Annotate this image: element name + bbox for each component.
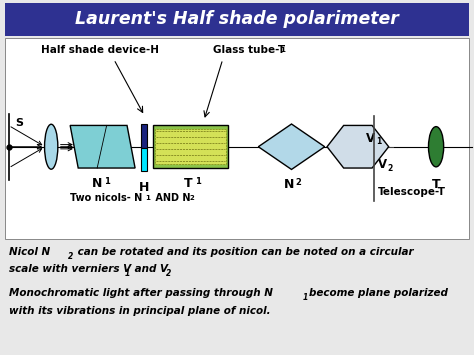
Text: can be rotated and its position can be noted on a circular: can be rotated and its position can be n… (74, 247, 414, 257)
Text: and V: and V (131, 264, 168, 274)
Text: with its vibrations in principal plane of nicol.: with its vibrations in principal plane o… (9, 306, 270, 316)
Ellipse shape (45, 124, 58, 169)
Text: T: T (432, 179, 440, 191)
Text: T: T (184, 178, 192, 191)
Polygon shape (70, 125, 135, 168)
Bar (141, 148, 147, 171)
Text: Glass tube-T: Glass tube-T (213, 45, 285, 55)
Text: 1: 1 (280, 47, 285, 53)
Bar (155, 129, 226, 164)
Polygon shape (258, 124, 325, 169)
Ellipse shape (428, 127, 444, 167)
Text: Monochromatic light after passing through N: Monochromatic light after passing throug… (9, 289, 273, 299)
Text: V: V (378, 158, 387, 171)
Text: 2: 2 (68, 252, 73, 261)
Text: become plane polarized: become plane polarized (309, 289, 448, 299)
Text: 1: 1 (145, 195, 150, 201)
Text: Two nicols- N: Two nicols- N (70, 193, 142, 203)
Bar (141, 124, 147, 148)
Text: 1: 1 (302, 293, 308, 302)
FancyBboxPatch shape (5, 38, 469, 239)
Text: 2: 2 (190, 195, 194, 201)
Text: 1: 1 (195, 178, 201, 186)
FancyBboxPatch shape (5, 3, 469, 36)
Text: 1: 1 (124, 269, 129, 278)
Text: Half shade device-H: Half shade device-H (41, 45, 158, 55)
Text: V: V (366, 132, 375, 145)
Text: scale with verniers V: scale with verniers V (9, 264, 131, 274)
Text: Nicol N: Nicol N (9, 247, 50, 257)
Text: AND N: AND N (152, 193, 190, 203)
Text: 1: 1 (104, 178, 109, 186)
Polygon shape (327, 125, 389, 168)
Text: S: S (15, 118, 23, 128)
Text: 2: 2 (296, 179, 301, 187)
Text: Laurent's Half shade polarimeter: Laurent's Half shade polarimeter (75, 10, 399, 28)
Text: H: H (139, 181, 149, 194)
Text: 2: 2 (166, 269, 171, 278)
Text: N: N (92, 178, 102, 191)
Text: N: N (284, 179, 294, 191)
Text: 2: 2 (387, 164, 392, 173)
Text: 1: 1 (376, 137, 381, 147)
Text: Telescope-T: Telescope-T (378, 187, 446, 197)
Bar (153, 125, 228, 168)
